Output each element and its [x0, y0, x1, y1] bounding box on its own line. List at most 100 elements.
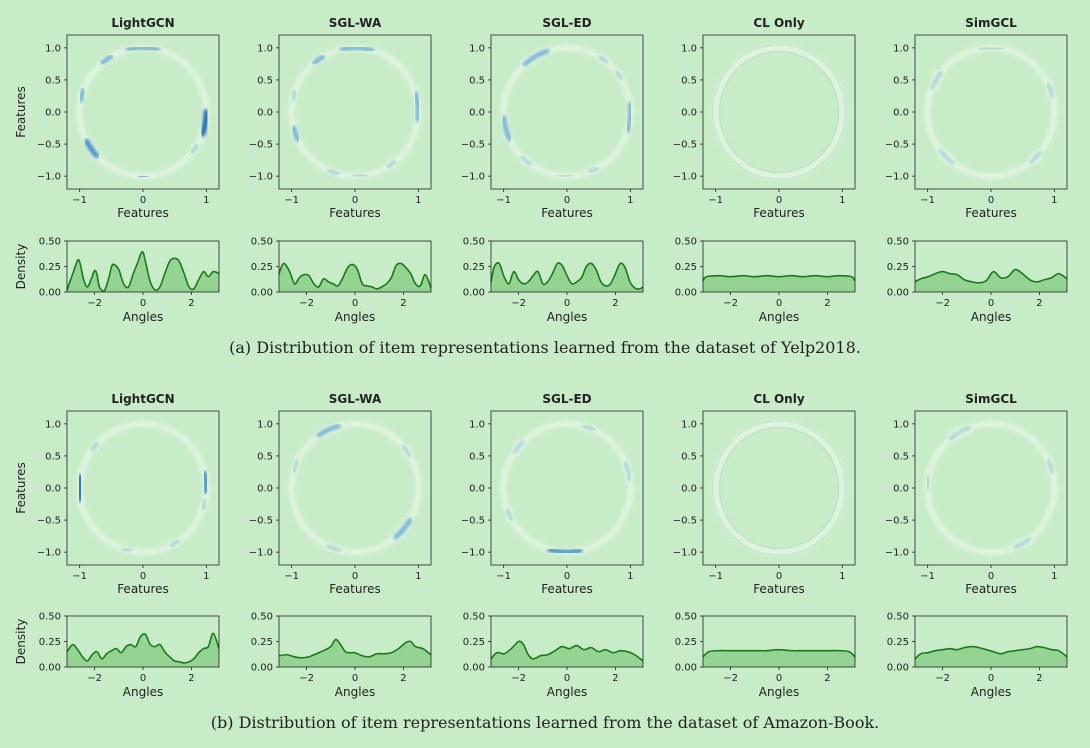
y-tick-label: 0.0 — [469, 484, 485, 495]
x-tick-label: 0 — [776, 298, 782, 309]
y-tick-label: 0.5 — [45, 75, 61, 86]
x-axis-label: Angles — [547, 310, 587, 324]
x-tick-label: 0 — [564, 195, 570, 206]
cluster-arc — [623, 460, 633, 483]
y-tick-label: 0.0 — [469, 108, 485, 119]
x-tick-label: 1 — [203, 195, 209, 206]
cluster-arc — [505, 507, 515, 523]
y-tick-label: 1.0 — [45, 419, 61, 430]
y-tick-label: 0.5 — [469, 451, 485, 462]
y-tick-label: 1.0 — [257, 43, 273, 54]
x-tick-label: 0 — [140, 298, 146, 309]
y-tick-label: 0.5 — [257, 75, 273, 86]
y-tick-label: 0.00 — [463, 663, 485, 674]
x-tick-label: 2 — [612, 298, 618, 309]
y-tick-label: 0.0 — [893, 484, 909, 495]
x-tick-label: −1 — [496, 571, 511, 582]
cluster-arc — [199, 109, 210, 137]
cluster-arc — [168, 538, 181, 548]
x-axis-label: Features — [753, 582, 805, 596]
x-tick-label: −2 — [299, 673, 314, 684]
cluster-arc — [291, 125, 301, 143]
y-tick-label: 0.50 — [675, 612, 697, 623]
density-panel-b-sgl-wa: 0.00 0.25 0.50 −2 0 2 Angles — [251, 612, 432, 699]
heatmap-panel-b-sgl-ed: SGL-ED 1.0 0.5 0.0 −0.5 −1.0 −1 0 1 Features — [461, 392, 644, 596]
cluster-arc — [290, 88, 298, 103]
x-axis-label: Features — [117, 206, 169, 220]
x-tick-label: 0 — [352, 673, 358, 684]
x-tick-label: 2 — [188, 673, 194, 684]
chart-title: SimGCL — [965, 16, 1017, 30]
cluster-arc — [83, 138, 100, 159]
density-area — [915, 646, 1067, 667]
cluster-arc — [625, 101, 633, 134]
density-line — [66, 632, 220, 664]
y-tick-label: 1.0 — [893, 43, 909, 54]
y-tick-label: 0.25 — [251, 262, 273, 273]
y-tick-label: 0.25 — [463, 637, 485, 648]
x-tick-label: −1 — [496, 195, 511, 206]
x-tick-label: 0 — [776, 673, 782, 684]
x-axis-label: Features — [965, 206, 1017, 220]
y-tick-label: −0.5 — [673, 516, 697, 527]
y-tick-label: 0.0 — [45, 108, 61, 119]
y-tick-label: 0.5 — [257, 451, 273, 462]
cluster-arc — [78, 87, 86, 104]
cluster-arc — [614, 69, 624, 82]
y-tick-label: 0.50 — [887, 612, 909, 623]
x-tick-label: −1 — [920, 571, 935, 582]
heatmap-panel-a-sgl-ed: SGL-ED 1.0 0.5 0.0 −0.5 −1.0 −1 0 1 Features — [461, 16, 644, 220]
x-tick-label: −2 — [935, 298, 950, 309]
y-tick-label: −0.5 — [673, 140, 697, 151]
x-tick-label: −2 — [299, 298, 314, 309]
y-tick-label: −1.0 — [249, 548, 273, 559]
x-tick-label: 0 — [988, 298, 994, 309]
x-tick-label: 0 — [140, 195, 146, 206]
cluster-arc — [597, 54, 610, 65]
x-axis-label: Features — [329, 582, 381, 596]
y-tick-label: 0.00 — [39, 663, 61, 674]
x-tick-label: 1 — [203, 571, 209, 582]
density-area — [67, 633, 219, 667]
x-axis-label: Angles — [971, 310, 1011, 324]
cluster-arc — [76, 474, 84, 502]
cluster-arc — [339, 45, 375, 53]
x-tick-label: 0 — [352, 571, 358, 582]
chart-title: SGL-ED — [542, 16, 591, 30]
cluster-arc — [200, 497, 208, 512]
density-line — [66, 251, 220, 293]
density-line — [490, 640, 644, 662]
x-tick-label: 1 — [1051, 195, 1057, 206]
cluster-arc — [291, 458, 300, 474]
y-tick-label: 1.0 — [469, 43, 485, 54]
y-tick-label: 0.0 — [257, 108, 273, 119]
density-line — [702, 648, 856, 658]
y-tick-label: −0.5 — [885, 516, 909, 527]
density-ring — [712, 420, 846, 556]
y-tick-label: −1.0 — [249, 172, 273, 183]
density-line — [702, 274, 856, 282]
x-tick-label: 0 — [564, 298, 570, 309]
x-tick-label: −2 — [87, 673, 102, 684]
y-axis-label: Density — [14, 244, 28, 290]
x-tick-label: −1 — [920, 195, 935, 206]
x-tick-label: 2 — [1036, 673, 1042, 684]
density-area — [67, 251, 219, 292]
cluster-arc — [1045, 81, 1055, 99]
y-tick-label: −1.0 — [673, 548, 697, 559]
chart-title: SGL-WA — [329, 16, 382, 30]
cluster-arc — [89, 441, 100, 453]
chart-title: SGL-WA — [329, 392, 382, 406]
cluster-arc — [1028, 150, 1043, 165]
x-tick-label: 2 — [612, 673, 618, 684]
x-tick-label: 1 — [627, 571, 633, 582]
cluster-arc — [520, 155, 533, 167]
cluster-arc — [401, 444, 412, 459]
x-tick-label: −1 — [284, 571, 299, 582]
x-axis-label: Angles — [123, 685, 163, 699]
heatmap-panel-b-simgcl: SimGCL 1.0 0.5 0.0 −0.5 −1.0 −1 0 1 Features — [885, 392, 1068, 596]
y-tick-label: −1.0 — [885, 172, 909, 183]
heatmap-panel-b-lightgcn: LightGCN 1.0 0.5 0.0 −0.5 −1.0 −1 0 1 Features Fea… — [14, 392, 220, 596]
y-axis-label: Density — [14, 619, 28, 665]
density-area — [279, 263, 431, 292]
